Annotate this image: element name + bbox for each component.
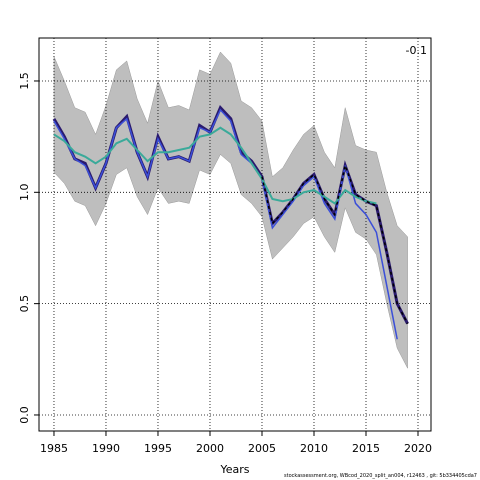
x-tick-label: 1985	[40, 442, 68, 455]
annotation: -0.1	[406, 44, 427, 57]
x-tick-label: 2020	[404, 442, 432, 455]
x-tick-label: 2000	[196, 442, 224, 455]
x-tick-label: 2015	[352, 442, 380, 455]
series-line	[261, 162, 409, 325]
footer: stockassessment.org, WBcod_2020_split_an…	[284, 473, 477, 479]
x-tick-label: 1990	[92, 442, 120, 455]
confidence-band	[53, 51, 408, 369]
x-tick-label: 1995	[144, 442, 172, 455]
y-tick-label: 1.0	[18, 184, 31, 202]
plot-frame	[38, 37, 432, 432]
y-tick-label: 0.0	[18, 406, 31, 424]
x-tick-label: 2005	[248, 442, 276, 455]
y-tick-label: 0.5	[18, 295, 31, 313]
y-tick-label: 1.5	[18, 72, 31, 90]
x-axis-label: Years	[219, 463, 249, 476]
x-tick-label: 2010	[300, 442, 328, 455]
series-line	[53, 126, 377, 205]
